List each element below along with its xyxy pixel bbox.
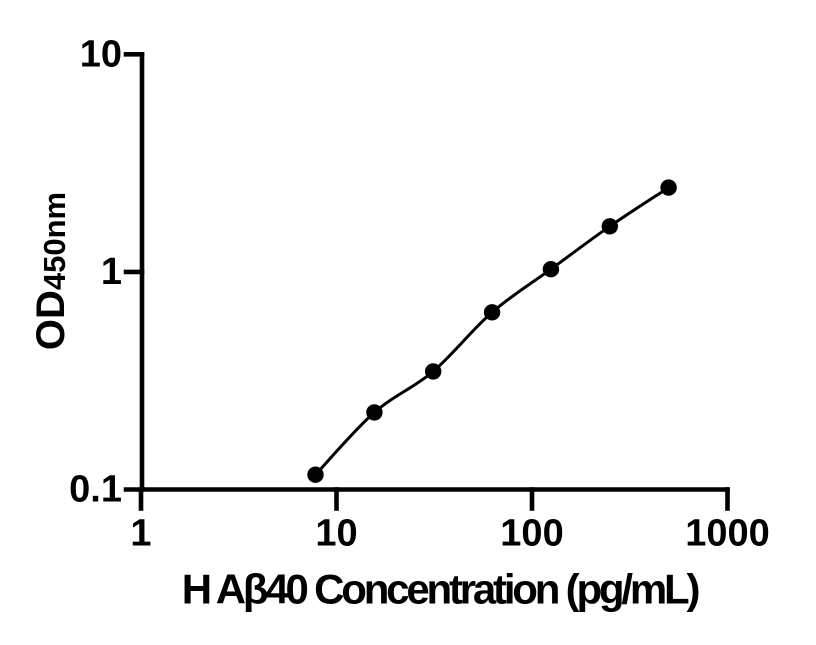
svg-text:1: 1 <box>101 251 122 293</box>
svg-text:1000: 1000 <box>685 512 770 554</box>
svg-text:10: 10 <box>315 512 357 554</box>
svg-text:H Aβ40 Concentration (pg/mL): H Aβ40 Concentration (pg/mL) <box>182 566 699 613</box>
svg-text:0.1: 0.1 <box>69 469 122 511</box>
svg-text:100: 100 <box>500 512 563 554</box>
svg-text:10: 10 <box>80 33 122 75</box>
svg-text:OD450nm: OD450nm <box>29 192 73 350</box>
svg-text:1: 1 <box>130 512 151 554</box>
